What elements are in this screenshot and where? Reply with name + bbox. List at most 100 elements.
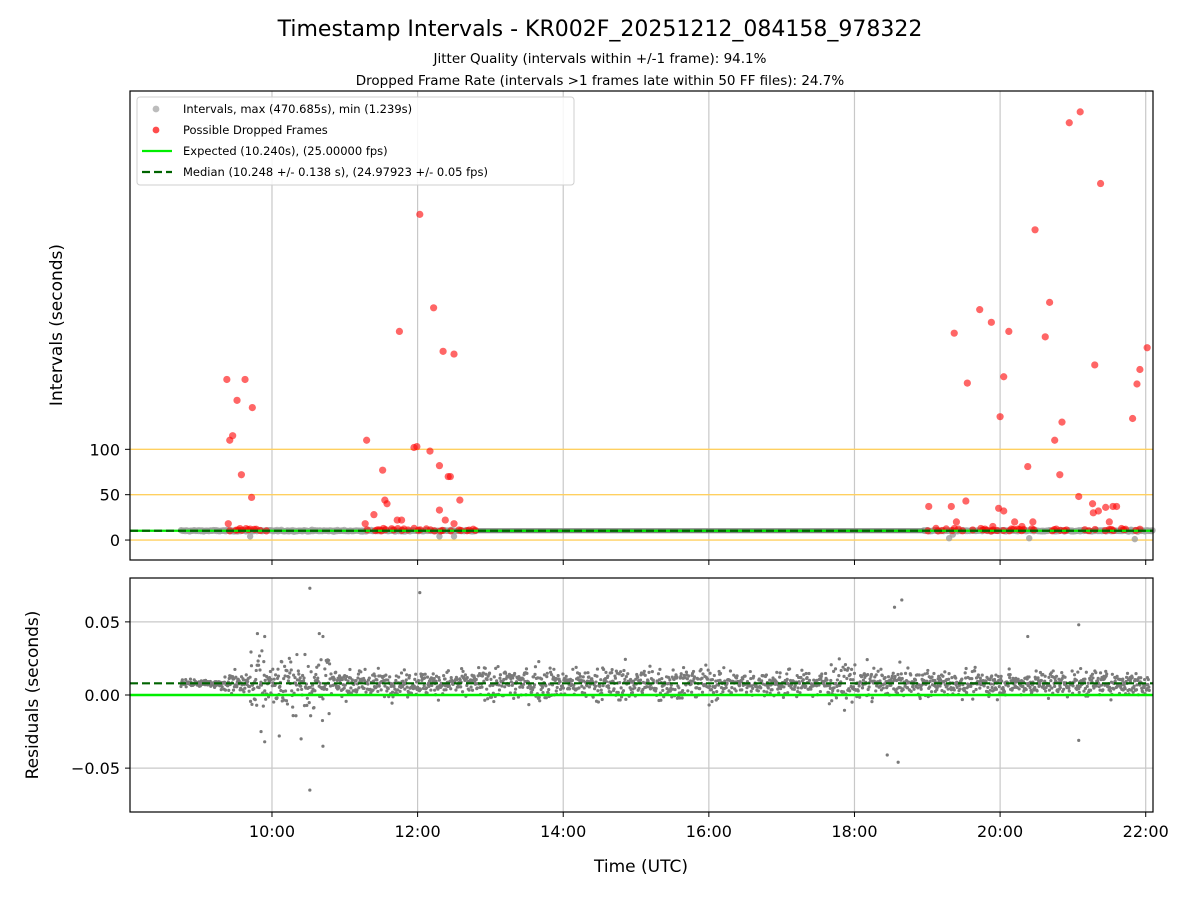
residual-point (859, 675, 864, 679)
residual-point (955, 685, 959, 690)
residual-point (1089, 688, 1093, 692)
residual-point (298, 676, 302, 680)
top-plot-frame (129, 90, 1154, 561)
residual-point (327, 658, 331, 663)
residual-point (223, 675, 227, 679)
residual-point (650, 670, 654, 674)
residual-point (1115, 674, 1119, 678)
dropped-frame-point (1091, 361, 1099, 369)
residual-point (274, 673, 278, 677)
residual-point (302, 703, 307, 708)
dropped-frame-point (363, 436, 371, 444)
residual-point (1077, 690, 1081, 694)
residual-point (1034, 669, 1038, 673)
residual-point (282, 676, 286, 681)
residual-point (941, 674, 945, 678)
residual-point (640, 691, 645, 695)
residual-point (792, 687, 796, 691)
residual-point (827, 691, 831, 695)
residual-point (407, 673, 412, 678)
residual-point (307, 701, 311, 705)
residual-point (819, 674, 823, 679)
residual-point (436, 698, 441, 702)
residual-point (315, 665, 319, 669)
residual-point (647, 670, 651, 674)
residual-point (844, 696, 848, 700)
dropped-frame-point (1089, 509, 1097, 517)
residual-point (691, 669, 696, 674)
residual-point (865, 657, 869, 662)
residual-point (345, 674, 349, 679)
residual-point (721, 690, 725, 694)
residual-point (1141, 690, 1145, 694)
dropped-frame-point (1041, 333, 1049, 341)
residual-point (651, 678, 655, 682)
residual-point (696, 677, 700, 681)
residual-point (885, 685, 889, 689)
residual-point (537, 659, 541, 664)
residual-point (263, 678, 267, 682)
residual-point (940, 688, 944, 693)
dropped-frame-point (456, 496, 464, 504)
residual-point (690, 690, 694, 694)
residual-point (929, 690, 934, 694)
residual-point (628, 677, 633, 682)
dropped-frame-point (989, 522, 997, 531)
residual-point (327, 712, 331, 716)
residual-point (856, 689, 860, 693)
residual-point (388, 675, 392, 679)
interval-point (246, 533, 254, 540)
residual-point (1054, 674, 1059, 678)
residual-point (1008, 675, 1012, 680)
residual-point (926, 668, 930, 673)
dropped-frame-point (361, 520, 369, 528)
residual-point (841, 690, 846, 694)
residual-point (359, 670, 363, 674)
residual-point (841, 665, 845, 669)
residual-point (619, 670, 623, 674)
residual-point (281, 696, 285, 700)
residual-point (430, 683, 434, 688)
residual-point (421, 672, 425, 677)
bottom-y-axis-label: Residuals (seconds) (23, 611, 43, 780)
residual-point (932, 671, 936, 676)
residual-point (671, 668, 675, 672)
residual-point (866, 673, 870, 677)
residual-point (672, 677, 676, 681)
bottom-y-tick-label: 0.00 (84, 686, 120, 705)
residual-point (288, 671, 292, 675)
residual-point (329, 672, 333, 676)
residual-point (654, 689, 658, 693)
residual-point (272, 700, 276, 704)
residual-point (874, 689, 878, 693)
legend: Intervals, max (470.685s), min (1.239s) P… (136, 96, 575, 186)
residual-point (357, 686, 361, 690)
residual-point (692, 675, 697, 679)
dropped-frame-point (370, 511, 378, 519)
residual-point (300, 673, 305, 678)
residual-point (242, 690, 246, 694)
residual-point (661, 688, 665, 693)
residual-point (469, 685, 473, 689)
residual-point (675, 675, 679, 679)
residual-point (880, 674, 884, 678)
residual-point (835, 678, 839, 682)
residual-point (600, 697, 604, 702)
residual-point (386, 686, 390, 691)
residual-point (828, 686, 832, 690)
residual-point (586, 671, 590, 675)
residual-point (300, 687, 304, 692)
residual-point (593, 687, 597, 691)
residual-point (668, 689, 672, 693)
residual-point (893, 674, 897, 679)
dropped-frame-point (1065, 119, 1073, 127)
residual-point (463, 673, 468, 677)
residual-point (374, 685, 379, 689)
residual-point (619, 686, 623, 690)
residual-point (516, 695, 521, 699)
residual-point (255, 703, 259, 707)
residual-point (1147, 685, 1151, 689)
residual-point (604, 670, 608, 675)
residual-point (188, 677, 193, 681)
residual-point (1103, 683, 1107, 687)
